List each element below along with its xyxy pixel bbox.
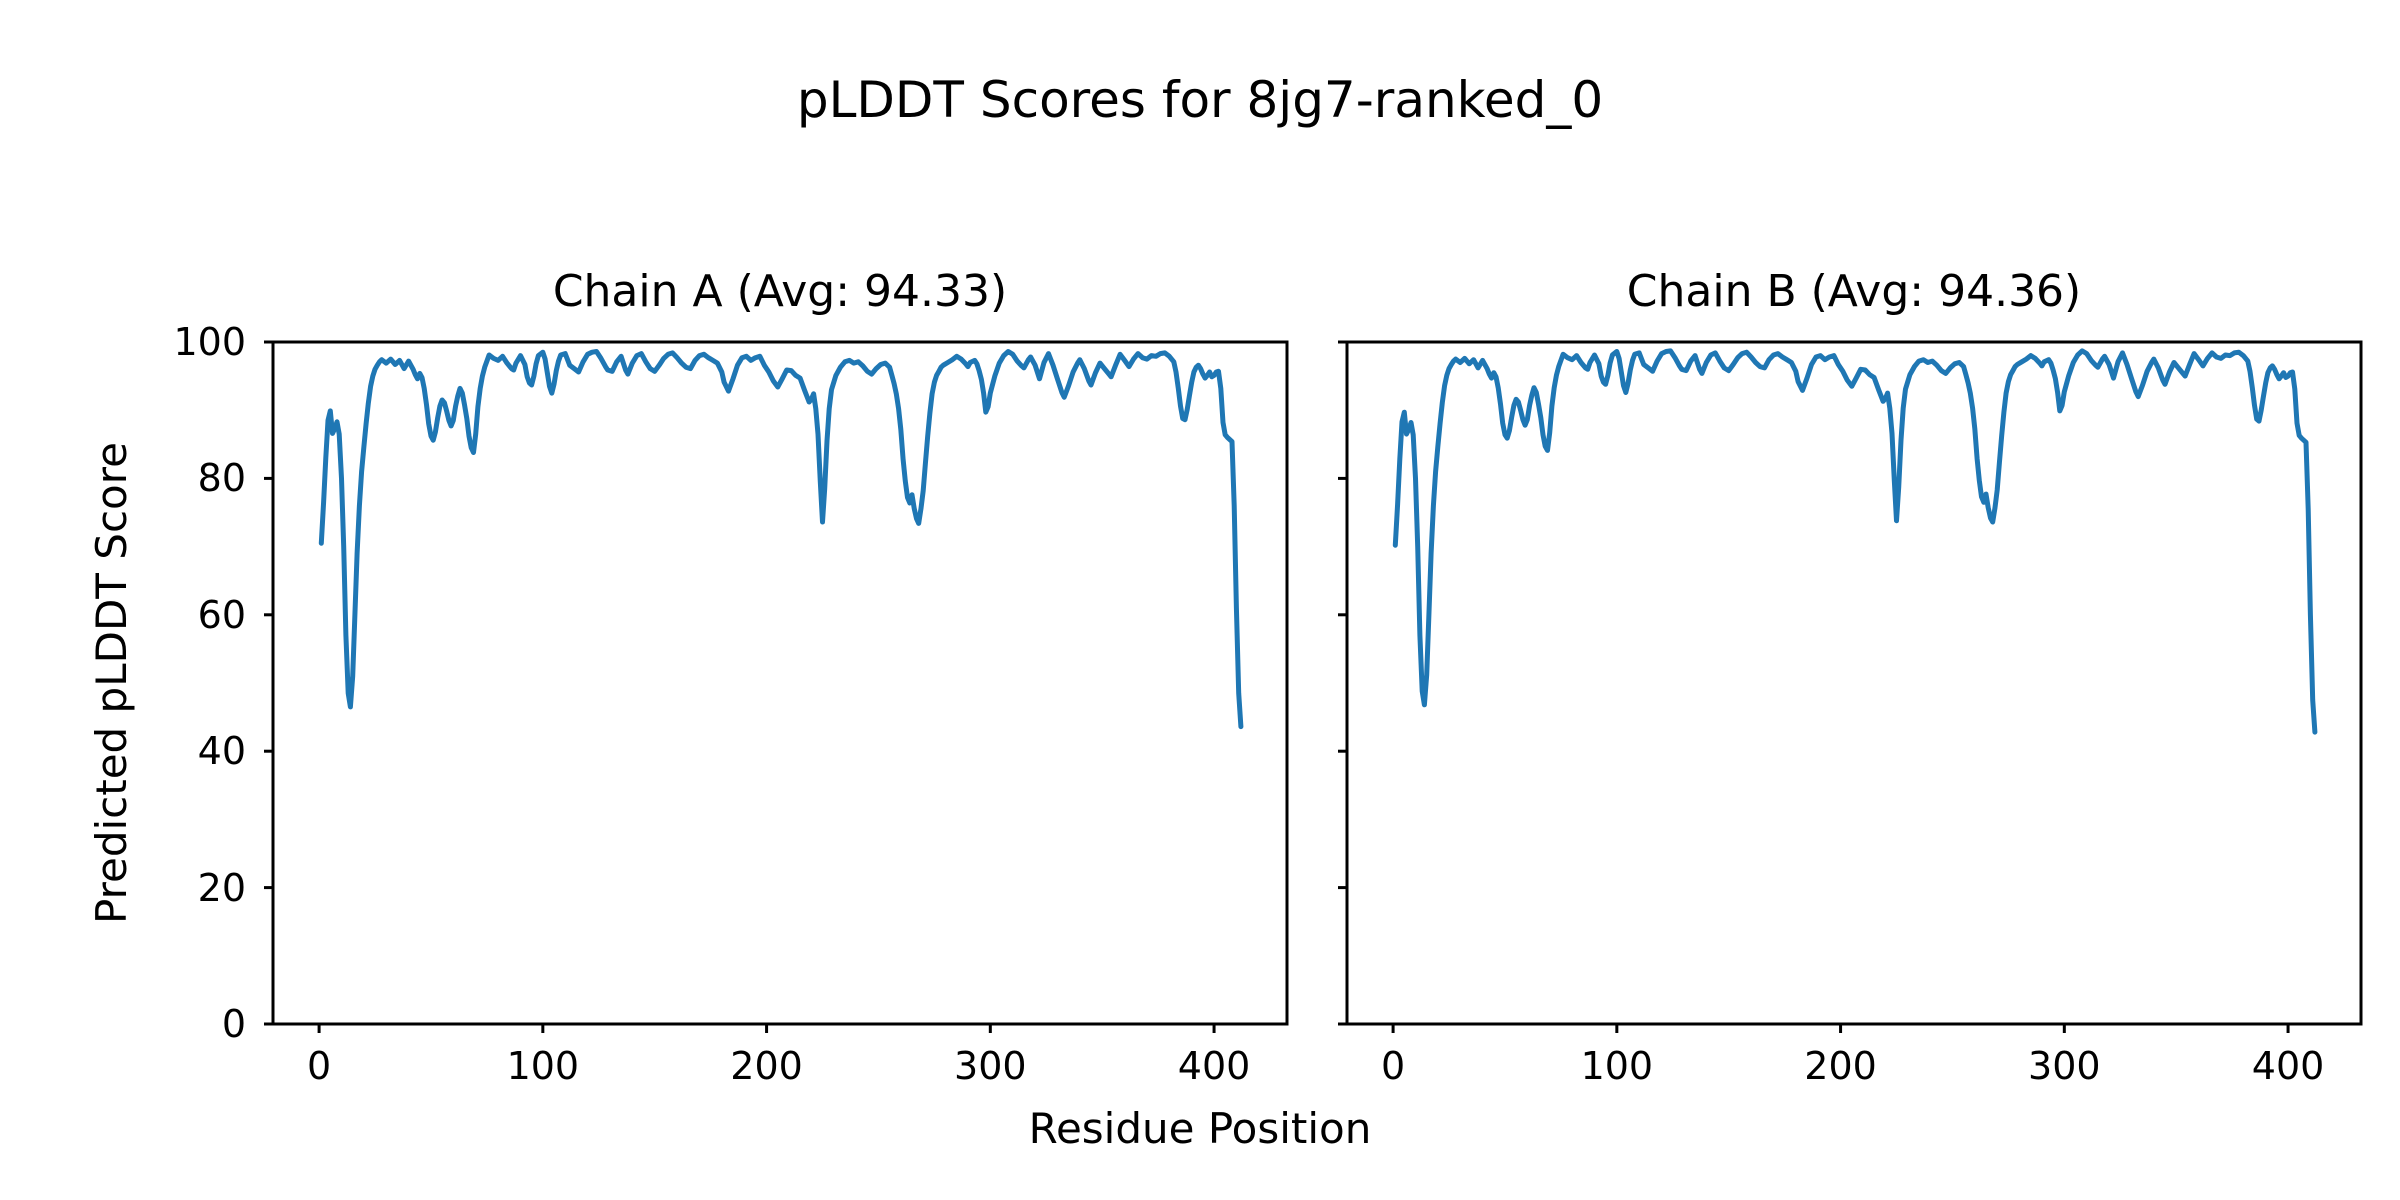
x-tick-label: 200 [1804,1044,1877,1088]
y-tick-label: 0 [221,1002,246,1046]
y-tick-label: 20 [197,865,246,910]
x-tick-label: 100 [1580,1044,1654,1088]
x-tick-label: 300 [2028,1044,2101,1088]
y-tick-label: 60 [197,592,246,637]
chart-a-title: Chain A (Avg: 94.33) [552,266,1008,317]
axes-spines [271,340,1289,1026]
plddt-line-chain-b [1392,348,2318,735]
y-tick-label: 40 [197,729,246,774]
y-axis-label: Predicted pLDDT Score [86,442,136,924]
x-tick-label: 300 [954,1044,1027,1088]
x-tick-label: 400 [1177,1044,1251,1088]
axes-spines [1345,340,2363,1026]
x-tick-label: 200 [730,1044,803,1088]
y-tick-label: 100 [173,320,246,364]
x-axis-label: Residue Position [1028,1104,1372,1153]
figure-title: pLDDT Scores for 8jg7-ranked_0 [796,71,1604,129]
y-tick-label: 80 [197,456,246,501]
x-tick-label: 400 [2251,1044,2325,1088]
chart-b-plot-area [1338,340,2363,1033]
x-tick-label: 100 [506,1044,580,1088]
x-tick-label: 0 [1380,1044,1406,1088]
chart-b-title: Chain B (Avg: 94.36) [1626,266,2082,317]
x-tick-label: 0 [306,1044,332,1088]
chart-a-plot-area [264,340,1289,1033]
plddt-line-chain-a [318,349,1244,730]
